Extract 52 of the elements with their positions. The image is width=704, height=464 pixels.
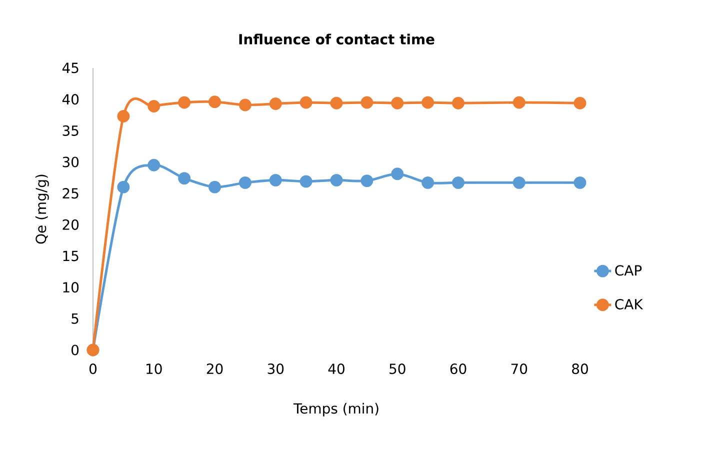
point [148, 158, 160, 172]
point [117, 180, 130, 194]
y-tick-label: 25 [62, 188, 78, 199]
chart-title: Influence of contact time [239, 34, 434, 45]
point [512, 96, 526, 109]
legend-label: CAK [615, 298, 644, 310]
point [452, 96, 464, 110]
point [238, 176, 252, 189]
y-tick-label: 35 [62, 125, 78, 136]
point [574, 176, 586, 189]
point [148, 100, 160, 112]
x-tick-label: 40 [328, 364, 344, 374]
x-tick-label: 30 [268, 364, 284, 374]
y-axis-title: Qe (mg/g) [35, 174, 49, 244]
point [300, 96, 312, 109]
x-tick-label: 50 [390, 364, 406, 374]
y-tick-label: 45 [62, 62, 78, 74]
point [360, 174, 374, 188]
y-tick-label: 40 [62, 94, 79, 105]
x-tick-label: 0 [89, 364, 97, 374]
y-tick-label: 5 [72, 313, 78, 324]
point [238, 98, 252, 112]
point [269, 174, 282, 186]
x-tick-label: 10 [146, 364, 162, 374]
point [391, 96, 404, 110]
y-tick-label: 30 [62, 156, 79, 168]
x-tick-label: 20 [206, 364, 223, 374]
x-tick-label: 70 [511, 364, 528, 374]
point [422, 96, 434, 109]
point [360, 96, 374, 109]
point [208, 96, 221, 108]
point [117, 110, 130, 122]
y-tick-label: 20 [62, 219, 79, 230]
point [208, 180, 221, 194]
point [330, 96, 343, 110]
y-tick-label: 0 [72, 344, 79, 356]
point [452, 176, 464, 189]
x-tick-label: 80 [572, 364, 588, 374]
legend-label: CAP [615, 265, 642, 276]
point [178, 96, 191, 109]
x-tick-label: 60 [450, 364, 466, 374]
point [422, 176, 434, 189]
y-tick-label: 15 [63, 250, 78, 262]
point [574, 96, 586, 110]
point [300, 175, 312, 188]
point [512, 176, 526, 189]
point [391, 168, 404, 180]
x-axis-title: Temps (min) [293, 402, 378, 416]
point [178, 172, 191, 185]
point [330, 174, 343, 186]
point [269, 97, 282, 110]
y-tick-label: 10 [63, 282, 79, 293]
